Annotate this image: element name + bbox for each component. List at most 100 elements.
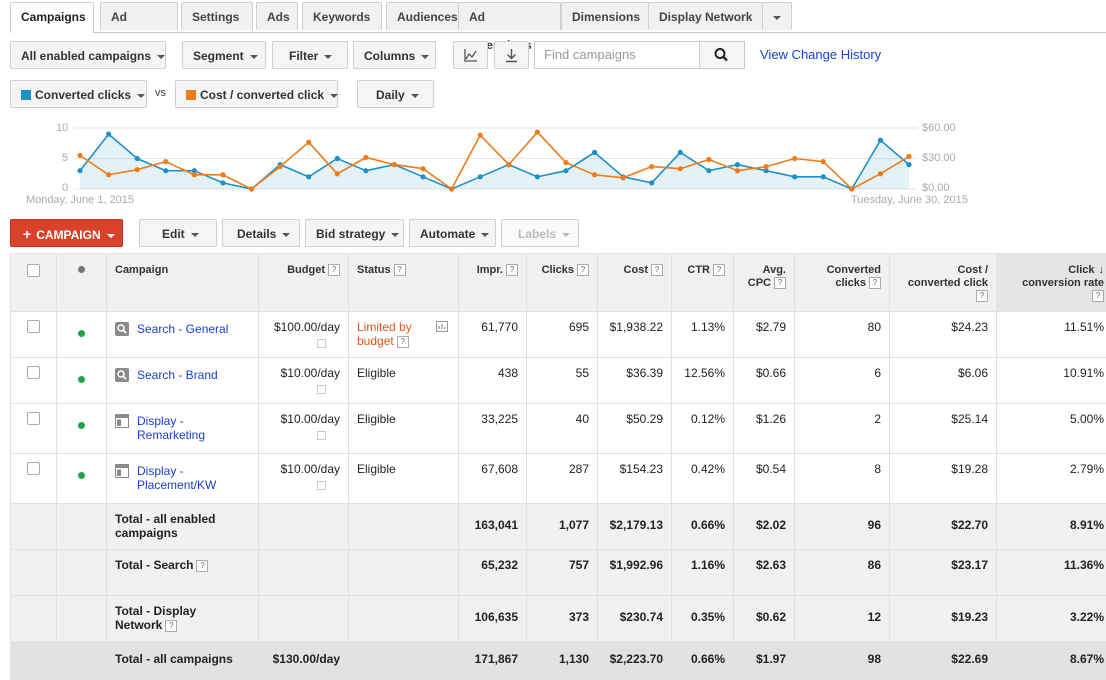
budget-cell[interactable]: $10.00/day: [259, 404, 349, 454]
help-icon[interactable]: ?: [394, 264, 406, 276]
budget-cell: [259, 550, 349, 596]
details-dropdown[interactable]: Details: [222, 219, 300, 247]
campaign-name-link[interactable]: Display -Placement/KW: [137, 464, 250, 492]
enabled-status-dot[interactable]: [78, 376, 85, 383]
data-point: [735, 168, 740, 173]
help-icon[interactable]: ?: [976, 290, 988, 302]
budget-cell[interactable]: $10.00/day: [259, 358, 349, 404]
campaign-name-link[interactable]: Search - General: [137, 322, 250, 336]
help-icon[interactable]: ?: [328, 264, 340, 276]
select-all-checkbox[interactable]: [27, 264, 40, 277]
impressions-cell: 33,225: [459, 404, 527, 454]
status-column-header[interactable]: Status?: [349, 254, 459, 312]
column-label: Avg.: [763, 264, 786, 276]
clicks-column-header[interactable]: Clicks?: [527, 254, 598, 312]
row-checkbox[interactable]: [27, 366, 40, 379]
conv-rate-column-header[interactable]: Click↓conversion rate?: [997, 254, 1106, 312]
budget-edit-icon[interactable]: [317, 431, 326, 440]
bid-strategy-dropdown[interactable]: Bid strategy: [305, 219, 404, 247]
table-header-row: Campaign Budget? Status? Impr.? Clicks? …: [11, 254, 1106, 312]
row-status-dot-cell: [57, 454, 107, 504]
cell-value: $2.79: [756, 320, 786, 334]
cell-value: 11.51%: [1064, 320, 1104, 334]
enabled-status-dot[interactable]: [78, 422, 85, 429]
help-icon[interactable]: ?: [1092, 290, 1104, 302]
details-label: Details: [237, 227, 276, 241]
cell-value: $25.14: [951, 412, 988, 426]
help-icon[interactable]: ?: [577, 264, 589, 276]
data-point: [506, 162, 511, 167]
avg-cpc-column-header[interactable]: Avg.CPC?: [734, 254, 795, 312]
help-icon[interactable]: ?: [397, 336, 409, 348]
cell-value: $22.70: [951, 518, 988, 532]
total-label: campaigns: [115, 526, 178, 540]
campaign-name-link[interactable]: Display -Remarketing: [137, 414, 250, 442]
data-point: [135, 167, 140, 172]
total-label: Network: [115, 618, 162, 632]
row-select-cell: [11, 404, 57, 454]
status-cell: [349, 504, 459, 550]
cell-value: 757: [569, 558, 589, 572]
help-icon[interactable]: ?: [196, 560, 208, 572]
budget-cell[interactable]: $100.00/day: [259, 312, 349, 358]
display-campaign-icon: [115, 464, 129, 478]
budget-edit-icon[interactable]: [317, 385, 326, 394]
help-icon[interactable]: ?: [506, 264, 518, 276]
campaign-column-header[interactable]: Campaign: [107, 254, 259, 312]
add-campaign-button[interactable]: +CAMPAIGN: [10, 219, 123, 247]
status-cell: [349, 550, 459, 596]
data-point: [649, 164, 654, 169]
enabled-status-dot[interactable]: [78, 330, 85, 337]
conv-rate-cell: 11.36%: [997, 550, 1106, 596]
budget-column-header[interactable]: Budget?: [259, 254, 349, 312]
data-point: [392, 162, 397, 167]
cost-cell: $1,938.22: [598, 312, 672, 358]
help-icon[interactable]: ?: [651, 264, 663, 276]
edit-dropdown[interactable]: Edit: [139, 219, 217, 247]
budget-edit-icon[interactable]: [317, 481, 326, 490]
cell-value: 695: [569, 320, 589, 334]
search-campaign-icon: [115, 322, 129, 336]
clicks-cell: 373: [527, 596, 598, 642]
help-icon[interactable]: ?: [774, 277, 786, 289]
converted-clicks-cell: 80: [795, 312, 890, 358]
status-cell: [349, 642, 459, 680]
total-label: Total - Search: [115, 558, 193, 572]
avg-cpc-cell: $2.02: [734, 504, 795, 550]
row-checkbox[interactable]: [27, 412, 40, 425]
data-point: [220, 180, 225, 185]
bar-chart-icon[interactable]: [436, 321, 448, 332]
tab-campaigns[interactable]: Campaigns: [10, 2, 94, 33]
help-icon[interactable]: ?: [869, 277, 881, 289]
impr-column-header[interactable]: Impr.?: [459, 254, 527, 312]
ctr-cell: 1.13%: [672, 312, 734, 358]
converted-clicks-cell: 6: [795, 358, 890, 404]
cell-value: 8.67%: [1070, 652, 1104, 666]
cell-value: $0.54: [756, 462, 786, 476]
enabled-status-dot[interactable]: [78, 472, 85, 479]
cell-value: 8: [874, 462, 881, 476]
cost-column-header[interactable]: Cost?: [598, 254, 672, 312]
data-point: [420, 166, 425, 171]
row-checkbox[interactable]: [27, 462, 40, 475]
budget-edit-icon[interactable]: [317, 339, 326, 348]
data-point: [706, 168, 711, 173]
campaign-name: Search - Brand: [137, 368, 218, 382]
cost-per-conv-column-header[interactable]: Cost /converted click?: [890, 254, 997, 312]
column-label: Impr.: [477, 264, 503, 276]
budget-cell[interactable]: $10.00/day: [259, 454, 349, 504]
help-icon[interactable]: ?: [713, 264, 725, 276]
ctr-column-header[interactable]: CTR?: [672, 254, 734, 312]
cell-value: 40: [576, 412, 589, 426]
help-icon[interactable]: ?: [165, 620, 177, 632]
avg-cpc-cell: $1.26: [734, 404, 795, 454]
status-dot-header: [57, 254, 107, 312]
cost-per-conv-cell: $22.69: [890, 642, 997, 680]
labels-dropdown[interactable]: Labels: [501, 219, 579, 247]
campaign-name-link[interactable]: Search - Brand: [137, 368, 250, 382]
campaign-name: Remarketing: [137, 428, 205, 442]
row-checkbox[interactable]: [27, 320, 40, 333]
automate-dropdown[interactable]: Automate: [409, 219, 496, 247]
